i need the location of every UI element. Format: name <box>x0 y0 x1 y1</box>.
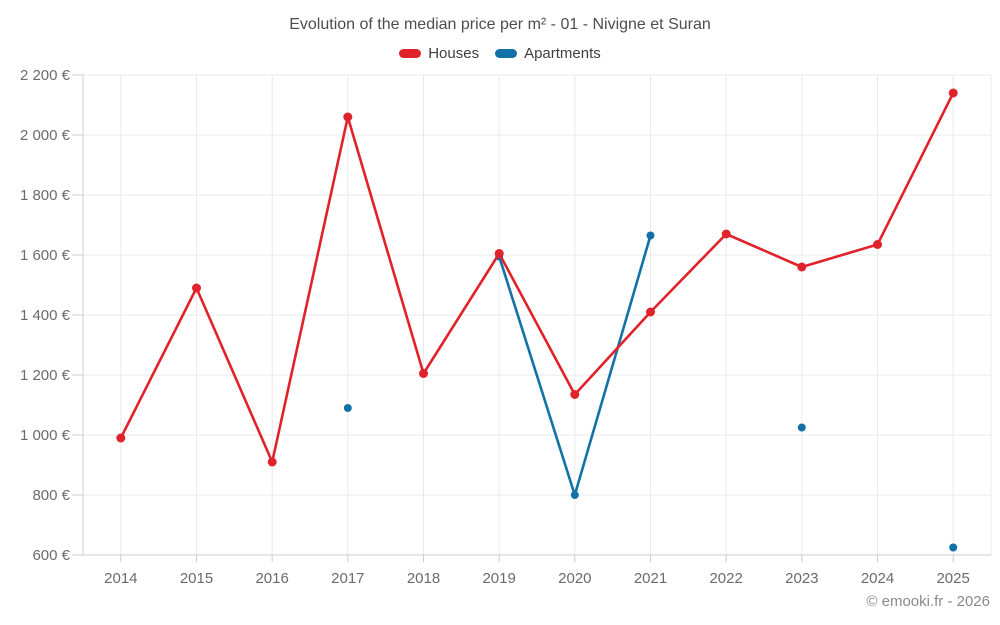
houses-point[interactable] <box>116 433 126 443</box>
houses-point[interactable] <box>570 390 580 399</box>
apartments-point[interactable] <box>646 231 655 240</box>
x-axis-label: 2020 <box>558 570 591 587</box>
houses-point[interactable] <box>646 307 655 317</box>
chart-legend: Houses Apartments <box>0 45 1000 62</box>
houses-point[interactable] <box>419 369 428 378</box>
houses-point[interactable] <box>721 229 731 239</box>
x-axis-label: 2023 <box>785 570 818 587</box>
houses-point[interactable] <box>267 457 277 467</box>
houses-point[interactable] <box>948 88 958 98</box>
houses-point[interactable] <box>343 112 353 122</box>
x-axis-label: 2024 <box>861 570 894 587</box>
legend-label-houses: Houses <box>428 45 480 62</box>
houses-point[interactable] <box>192 283 201 293</box>
legend-item-houses[interactable]: Houses <box>399 45 479 62</box>
houses-point[interactable] <box>797 262 807 272</box>
x-axis-label: 2015 <box>180 570 213 587</box>
x-axis-label: 2014 <box>104 570 137 587</box>
legend-label-apartments: Apartments <box>524 45 601 62</box>
houses-line <box>119 91 955 464</box>
apartments-point[interactable] <box>949 543 958 552</box>
x-axis-label: 2017 <box>331 570 364 587</box>
x-axis-label: 2019 <box>482 570 515 587</box>
y-axis-label: 1 600 € <box>20 247 71 264</box>
y-axis-label: 800 € <box>32 487 70 504</box>
apartments-point[interactable] <box>570 491 579 499</box>
y-axis-label: 600 € <box>32 547 70 564</box>
x-axis-label: 2016 <box>255 570 288 587</box>
legend-swatch-houses <box>399 49 422 58</box>
x-axis-label: 2021 <box>634 570 667 587</box>
apartments-point[interactable] <box>343 404 352 412</box>
x-axis-label: 2025 <box>936 570 969 587</box>
legend-item-apartments[interactable]: Apartments <box>495 45 601 62</box>
x-axis-label: 2022 <box>709 570 742 587</box>
houses-point[interactable] <box>494 249 504 258</box>
y-axis-label: 1 000 € <box>20 427 71 444</box>
y-axis-label: 2 000 € <box>20 127 71 144</box>
copyright-text: © emooki.fr - 2026 <box>866 593 990 610</box>
chart-title: Evolution of the median price per m² - 0… <box>289 16 711 33</box>
y-axis-label: 1 800 € <box>20 187 71 204</box>
y-axis-label: 2 200 € <box>20 67 71 84</box>
legend-swatch-apartments <box>495 49 518 58</box>
y-axis-label: 1 200 € <box>20 367 71 384</box>
x-axis-label: 2018 <box>407 570 440 587</box>
houses-point[interactable] <box>873 240 882 249</box>
y-axis-label: 1 400 € <box>20 307 71 324</box>
apartments-point[interactable] <box>797 423 806 432</box>
